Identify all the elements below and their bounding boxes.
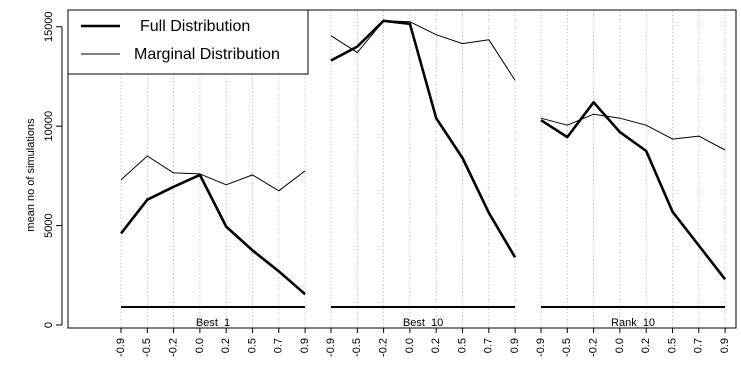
plot-frame — [67, 9, 737, 329]
y-tick-label: 10000 — [43, 111, 55, 142]
panel-label: Best_10 — [403, 317, 443, 329]
x-tick-label: -0.5 — [351, 338, 363, 357]
x-tick-label: 0.7 — [273, 338, 285, 353]
x-tick-label: 0.9 — [509, 338, 521, 353]
x-tick-label: 0.7 — [693, 338, 705, 353]
x-tick-label: 0.0 — [614, 338, 626, 353]
legend-box — [67, 9, 309, 75]
x-axis: -0.9 -0.5 -0.2 0.0 0.2 0.5 0.7 0.9 -0.9 -0.5 -0.2 0… — [115, 328, 731, 357]
y-axis: 0 5000 10000 15000 — [43, 11, 63, 328]
x-tick-label: 0.5 — [666, 338, 678, 353]
x-tick-label: 0.2 — [640, 338, 652, 353]
panel-label: Best_1 — [196, 317, 230, 329]
x-tick-label: -0.9 — [325, 338, 337, 357]
x-tick-label: -0.5 — [561, 338, 573, 357]
series-layer — [119, 19, 727, 296]
legend-label-full: Full Distribution — [140, 18, 250, 35]
x-tick-label: 0.7 — [483, 338, 495, 353]
legend: Full Distribution Marginal Distribution — [67, 9, 309, 75]
grid-layer — [120, 11, 726, 327]
x-tick-label: 0.5 — [456, 338, 468, 353]
x-tick-label: 0.9 — [719, 338, 731, 353]
series-line-marginal — [120, 155, 306, 192]
series-line-marginal — [330, 20, 516, 81]
x-tick-label: -0.5 — [141, 338, 153, 357]
x-tick-label: -0.9 — [115, 338, 127, 357]
series-line-full — [330, 19, 517, 259]
y-axis-label: mean no of simulations — [25, 118, 37, 232]
series-line-marginal — [540, 113, 726, 151]
x-tick-label: 0.2 — [220, 338, 232, 353]
x-tick-label: 0.0 — [194, 338, 206, 353]
strip-layer: Best_1 Best_10 Rank_10 — [121, 306, 726, 329]
x-tick-label: 0.5 — [246, 338, 258, 353]
x-tick-label: -0.2 — [168, 338, 180, 357]
x-tick-label: 0.2 — [430, 338, 442, 353]
x-tick-label: -0.2 — [588, 338, 600, 357]
y-tick-label: 15000 — [43, 11, 55, 42]
series-line-full — [540, 101, 727, 281]
panel-label: Rank_10 — [611, 317, 655, 329]
y-tick-label: 0 — [43, 322, 55, 328]
x-tick-label: 0.9 — [299, 338, 311, 353]
x-tick-label: -0.2 — [378, 338, 390, 357]
series-line-full — [119, 173, 306, 296]
y-tick-label: 5000 — [43, 213, 55, 237]
x-tick-label: -0.9 — [535, 338, 547, 357]
legend-label-marginal: Marginal Distribution — [134, 46, 280, 63]
x-tick-label: 0.0 — [404, 338, 416, 353]
